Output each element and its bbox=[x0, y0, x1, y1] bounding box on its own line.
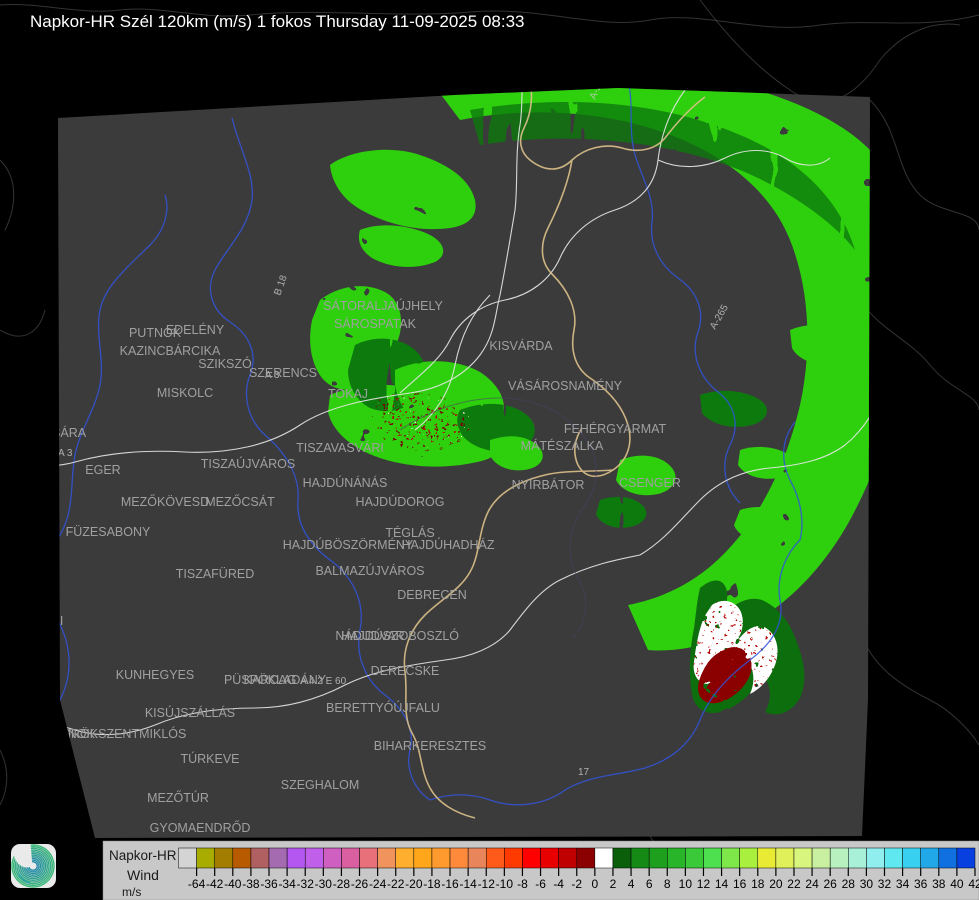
svg-text:40: 40 bbox=[950, 877, 964, 891]
svg-text:-30: -30 bbox=[315, 877, 333, 891]
svg-text:24: 24 bbox=[805, 877, 819, 891]
svg-text:HAJDÚSZOBOSZLÓ: HAJDÚSZOBOSZLÓ bbox=[341, 628, 459, 643]
svg-text:36: 36 bbox=[914, 877, 928, 891]
svg-text:17: 17 bbox=[578, 767, 590, 778]
svg-text:MISKOLC: MISKOLC bbox=[157, 386, 213, 400]
svg-text:Napkor-HR Szél 120km (m/s) 1 f: Napkor-HR Szél 120km (m/s) 1 fokos Thurs… bbox=[30, 12, 525, 31]
svg-text:42: 42 bbox=[968, 877, 979, 891]
svg-text:VÁSÁROSNAMÉNY: VÁSÁROSNAMÉNY bbox=[508, 378, 623, 393]
svg-text:GYOMAENDRŐD: GYOMAENDRŐD bbox=[150, 820, 251, 835]
svg-text:-42: -42 bbox=[206, 877, 224, 891]
svg-text:MEZŐKÖVESD: MEZŐKÖVESD bbox=[121, 494, 209, 509]
svg-text:NYÍRBÁTOR: NYÍRBÁTOR bbox=[512, 477, 585, 492]
svg-text:PÜSPÖKLADÁNY: PÜSPÖKLADÁNY bbox=[224, 672, 327, 687]
svg-text:CSENGER: CSENGER bbox=[619, 476, 681, 490]
svg-text:FEHÉRGYARMAT: FEHÉRGYARMAT bbox=[564, 421, 667, 436]
svg-text:-26: -26 bbox=[351, 877, 369, 891]
svg-text:4: 4 bbox=[628, 877, 635, 891]
svg-text:SZIKSZÓ: SZIKSZÓ bbox=[198, 356, 252, 371]
svg-text:DEBRECEN: DEBRECEN bbox=[397, 588, 466, 602]
svg-text:16: 16 bbox=[733, 877, 747, 891]
svg-text:30: 30 bbox=[860, 877, 874, 891]
svg-text:TÚRKEVE: TÚRKEVE bbox=[180, 751, 239, 766]
svg-text:22: 22 bbox=[787, 877, 801, 891]
svg-text:-38: -38 bbox=[242, 877, 260, 891]
svg-text:HAJDÚBÖSZÖRMÉNY: HAJDÚBÖSZÖRMÉNY bbox=[283, 537, 414, 552]
svg-text:10: 10 bbox=[679, 877, 693, 891]
svg-text:2: 2 bbox=[610, 877, 617, 891]
svg-text:-2: -2 bbox=[571, 877, 582, 891]
svg-text:SÁTORALJAÚJHELY: SÁTORALJAÚJHELY bbox=[323, 298, 443, 313]
svg-text:-34: -34 bbox=[278, 877, 296, 891]
svg-text:-4: -4 bbox=[553, 877, 564, 891]
svg-text:TISZAVASVÁRI: TISZAVASVÁRI bbox=[296, 440, 384, 455]
svg-text:HAJDÚDOROG: HAJDÚDOROG bbox=[356, 494, 445, 509]
svg-text:SÁROSPATAK: SÁROSPATAK bbox=[334, 316, 417, 331]
svg-text:28: 28 bbox=[842, 877, 856, 891]
svg-text:-12: -12 bbox=[478, 877, 496, 891]
svg-text:-22: -22 bbox=[387, 877, 405, 891]
svg-text:-14: -14 bbox=[459, 877, 477, 891]
svg-text:18: 18 bbox=[751, 877, 765, 891]
svg-text:DERECSKE: DERECSKE bbox=[371, 664, 440, 678]
svg-text:TISZAÚJVÁROS: TISZAÚJVÁROS bbox=[201, 456, 295, 471]
svg-text:EDELÉNY: EDELÉNY bbox=[166, 322, 225, 337]
svg-text:Wind: Wind bbox=[127, 867, 159, 883]
svg-text:KISÚJSZÁLLÁS: KISÚJSZÁLLÁS bbox=[145, 705, 235, 720]
svg-text:34: 34 bbox=[896, 877, 910, 891]
svg-text:SZERENCS: SZERENCS bbox=[249, 366, 317, 380]
svg-text:-32: -32 bbox=[297, 877, 315, 891]
svg-text:14: 14 bbox=[715, 877, 729, 891]
svg-text:KAZINCBÁRCIKA: KAZINCBÁRCIKA bbox=[120, 343, 221, 358]
svg-text:-20: -20 bbox=[405, 877, 423, 891]
svg-text:12: 12 bbox=[697, 877, 711, 891]
svg-text:MEZŐTÚR: MEZŐTÚR bbox=[147, 790, 209, 805]
svg-text:A 3: A 3 bbox=[58, 448, 73, 459]
svg-text:-36: -36 bbox=[260, 877, 278, 891]
svg-text:38: 38 bbox=[932, 877, 946, 891]
svg-text:BALMAZÚJVÁROS: BALMAZÚJVÁROS bbox=[315, 563, 424, 578]
svg-text:MEZŐCSÁT: MEZŐCSÁT bbox=[205, 494, 275, 509]
svg-text:26: 26 bbox=[824, 877, 838, 891]
svg-text:-24: -24 bbox=[369, 877, 387, 891]
svg-text:-28: -28 bbox=[333, 877, 351, 891]
svg-text:Napkor-HR: Napkor-HR bbox=[109, 848, 177, 863]
svg-text:-10: -10 bbox=[496, 877, 514, 891]
svg-text:KUNHEGYES: KUNHEGYES bbox=[116, 668, 195, 682]
svg-text:-64: -64 bbox=[188, 877, 206, 891]
svg-text:-16: -16 bbox=[441, 877, 459, 891]
svg-text:KISVÁRDA: KISVÁRDA bbox=[489, 338, 553, 353]
svg-text:32: 32 bbox=[878, 877, 892, 891]
svg-text:SZEGHALOM: SZEGHALOM bbox=[281, 778, 360, 792]
svg-text:-18: -18 bbox=[423, 877, 441, 891]
svg-text:TÖRÖKSZENTMIKLÓS: TÖRÖKSZENTMIKLÓS bbox=[54, 726, 187, 741]
svg-text:FÜZESABONY: FÜZESABONY bbox=[66, 525, 151, 539]
svg-text:HAJDÚNÁNÁS: HAJDÚNÁNÁS bbox=[303, 475, 388, 490]
svg-text:-8: -8 bbox=[517, 877, 528, 891]
svg-text:HAJDÚHADHÁZ: HAJDÚHADHÁZ bbox=[401, 537, 494, 552]
svg-text:8: 8 bbox=[664, 877, 671, 891]
svg-text:6: 6 bbox=[646, 877, 653, 891]
svg-text:20: 20 bbox=[769, 877, 783, 891]
svg-text:TISZAFÜRED: TISZAFÜRED bbox=[176, 567, 254, 581]
svg-text:m/s: m/s bbox=[122, 885, 141, 899]
svg-text:-6: -6 bbox=[535, 877, 546, 891]
svg-text:MÁTÉSZALKA: MÁTÉSZALKA bbox=[521, 438, 604, 453]
svg-text:0: 0 bbox=[592, 877, 599, 891]
svg-text:BIHARKERESZTES: BIHARKERESZTES bbox=[374, 739, 487, 753]
svg-text:BERETTYÓÚJFALU: BERETTYÓÚJFALU bbox=[326, 700, 440, 715]
svg-text:-40: -40 bbox=[224, 877, 242, 891]
svg-text:EGER: EGER bbox=[85, 463, 120, 477]
svg-text:TOKAJ: TOKAJ bbox=[328, 387, 368, 401]
